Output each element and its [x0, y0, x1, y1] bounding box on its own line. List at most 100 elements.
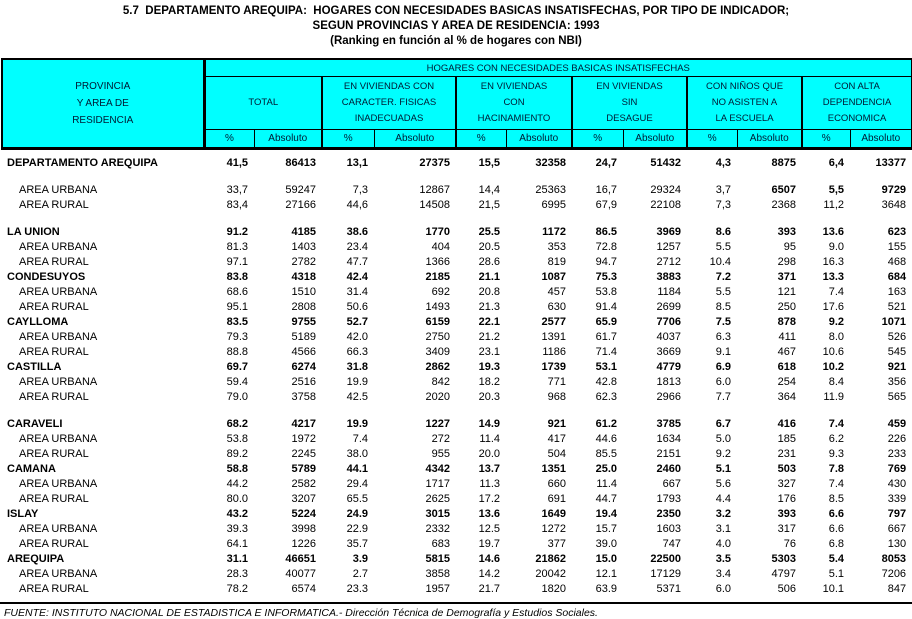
- value-cell: 163: [887, 286, 907, 298]
- value-cell: 5371: [656, 583, 681, 595]
- value-cell: 1717: [425, 478, 450, 490]
- value-cell: 1351: [541, 463, 566, 475]
- value-cell: 5.4: [828, 553, 844, 565]
- value-cell: 12.5: [478, 523, 500, 535]
- value-cell: 2712: [656, 256, 681, 268]
- value-cell: 8.0: [828, 331, 844, 343]
- value-cell: 21862: [535, 553, 566, 565]
- value-cell: 20.0: [478, 448, 500, 460]
- value-cell: 2185: [425, 271, 450, 283]
- value-cell: 15,5: [478, 157, 500, 169]
- value-cell: 10.2: [822, 361, 844, 373]
- row-label: ISLAY: [7, 508, 39, 520]
- value-cell: 42.5: [346, 391, 368, 403]
- value-cell: 526: [887, 331, 907, 343]
- value-cell: 15.7: [595, 523, 617, 535]
- value-cell: 921: [887, 361, 907, 373]
- nbi-table: PROVINCIA Y AREA DE RESIDENCIA HOGARES C…: [1, 58, 912, 597]
- value-cell: 13.6: [822, 226, 844, 238]
- table-row: AREA RURAL 95.1 2808 50.6 1493 21.3 630 91.4 269…: [2, 300, 912, 315]
- value-cell: 13.6: [478, 508, 500, 520]
- table-row: AREA URBANA 81.3 1403 23.4 404 20.5 353 72.8 125…: [2, 240, 912, 255]
- value-cell: 21,5: [478, 199, 500, 211]
- value-cell: 5.1: [828, 568, 844, 580]
- sub-header-row: % Absoluto% Absoluto% Absoluto% Absoluto% Abs…: [2, 129, 912, 150]
- value-cell: 50.6: [346, 301, 368, 313]
- sub-header-cell: Absoluto: [736, 129, 803, 150]
- column-group-header: EN VIVIENDAS CON CARACTER. FISICAS INADECU…: [321, 76, 457, 130]
- value-cell: 61.7: [595, 331, 617, 343]
- value-cell: 20.3: [478, 391, 500, 403]
- value-cell: 921: [547, 418, 566, 430]
- row-label: DEPARTAMENTO AREQUIPA: [7, 157, 158, 169]
- table-row: AREA URBANA 39.3 3998 22.9 2332 12.5 1272 15.7 1…: [2, 522, 912, 537]
- value-cell: 769: [887, 463, 907, 475]
- value-cell: 747: [662, 538, 681, 550]
- value-cell: 4318: [291, 271, 316, 283]
- value-cell: 1272: [541, 523, 566, 535]
- value-cell: 11.4: [596, 478, 617, 490]
- value-cell: 2577: [541, 316, 566, 328]
- table-row: AREA URBANA 28.3 40077 2.7 3858 14.2 20042 12.1…: [2, 567, 912, 582]
- value-cell: 23.3: [346, 583, 368, 595]
- value-cell: 692: [431, 286, 450, 298]
- value-cell: 5815: [425, 553, 450, 565]
- value-cell: 7.7: [715, 391, 731, 403]
- value-cell: 3207: [291, 493, 316, 505]
- value-cell: 2625: [425, 493, 450, 505]
- value-cell: 43.2: [226, 508, 248, 520]
- value-cell: 13377: [875, 157, 907, 169]
- value-cell: 2782: [291, 256, 316, 268]
- value-cell: 4779: [656, 361, 681, 373]
- row-label: AREA RURAL: [19, 301, 89, 313]
- row-label: AREA RURAL: [19, 538, 89, 550]
- value-cell: 955: [431, 448, 450, 460]
- value-cell: 7.2: [715, 271, 731, 283]
- value-cell: 3.2: [715, 508, 731, 520]
- value-cell: 3.9: [352, 553, 368, 565]
- value-cell: 2332: [425, 523, 450, 535]
- value-cell: 503: [777, 463, 796, 475]
- sub-header-cell: Absoluto: [505, 129, 573, 150]
- title-line-2: SEGUN PROVINCIAS Y AREA DE RESIDENCIA: 1…: [312, 20, 600, 32]
- value-cell: 61.2: [595, 418, 617, 430]
- value-cell: 771: [547, 376, 566, 388]
- row-label: AREA RURAL: [19, 256, 89, 268]
- value-cell: 11.3: [479, 478, 500, 490]
- table-row: AREA RURAL 88.8 4566 66.3 3409 23.1 1186 71.4 36…: [2, 345, 912, 360]
- value-cell: 2808: [291, 301, 316, 313]
- value-cell: 1391: [541, 331, 566, 343]
- value-cell: 1634: [656, 433, 681, 445]
- table-row: LA UNION 91.2 4185 38.6 1770 25.5 1172 86.5 3969…: [2, 225, 912, 240]
- value-cell: 1649: [541, 508, 566, 520]
- value-cell: 52.7: [346, 316, 368, 328]
- row-label: AREA URBANA: [19, 241, 98, 253]
- value-cell: 6159: [425, 316, 450, 328]
- table-row: CASTILLA 69.7 6274 31.8 2862 19.3 1739 53.1 4779…: [2, 360, 912, 375]
- value-cell: 317: [777, 523, 796, 535]
- value-cell: 83,4: [226, 199, 248, 211]
- source-note: FUENTE: INSTITUTO NACIONAL DE ESTADISTIC…: [0, 602, 912, 619]
- value-cell: 7.8: [828, 463, 844, 475]
- value-cell: 2966: [656, 391, 681, 403]
- value-cell: 86.5: [595, 226, 617, 238]
- value-cell: 27166: [285, 199, 316, 211]
- sub-header-cell: %: [801, 129, 851, 150]
- value-cell: 2.7: [352, 568, 368, 580]
- value-cell: 878: [777, 316, 796, 328]
- value-cell: 32358: [535, 157, 566, 169]
- value-cell: 1603: [656, 523, 681, 535]
- row-label: AREA URBANA: [19, 376, 98, 388]
- value-cell: 1739: [541, 361, 566, 373]
- value-cell: 7.4: [352, 433, 368, 445]
- value-cell: 185: [777, 433, 796, 445]
- value-cell: 6274: [291, 361, 316, 373]
- value-cell: 5.6: [715, 478, 731, 490]
- value-cell: 4566: [291, 346, 316, 358]
- value-cell: 1820: [541, 583, 566, 595]
- value-cell: 7.4: [828, 418, 844, 430]
- value-cell: 83.5: [226, 316, 248, 328]
- value-cell: 85.5: [595, 448, 617, 460]
- value-cell: 272: [431, 433, 450, 445]
- value-cell: 88.8: [226, 346, 248, 358]
